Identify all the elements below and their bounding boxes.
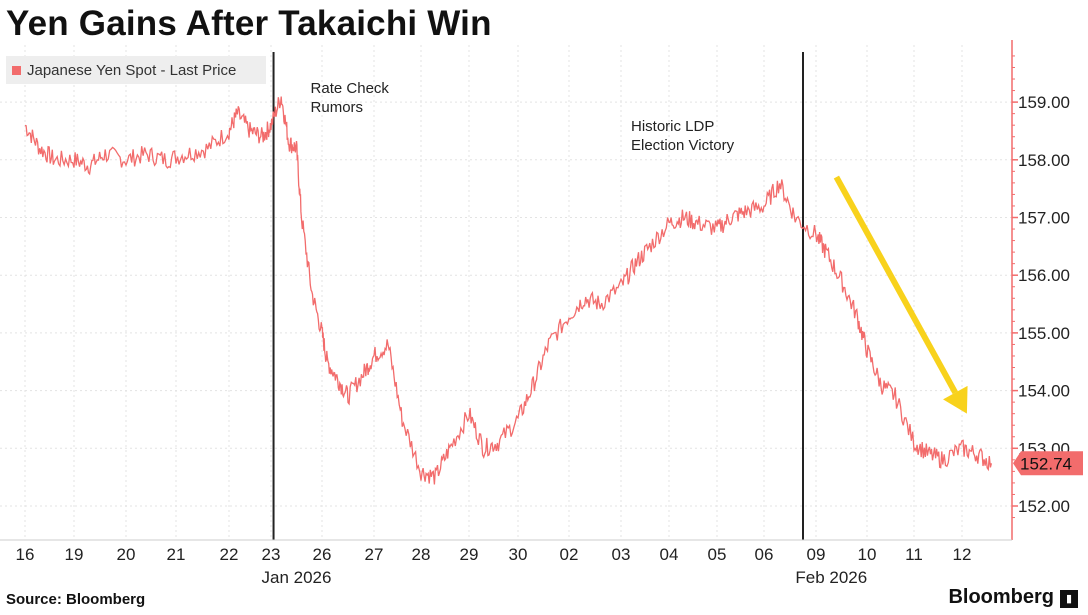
x-tick-label: 12 [953,545,972,564]
x-axis: 16 19 20 21 22 23 26 27 28 29 30 02 03 04 05 06 09 10 11 12… [0,539,1012,587]
event-annotation-rate-check: Rate Check Rumors [311,79,389,117]
last-price-flag [1013,451,1083,476]
event-annotation-line2: Rumors [310,99,364,116]
x-tick-label: 23 [262,545,281,564]
event-annotation-ldp-victory: Historic LDP Election Victory [631,117,734,155]
x-tick-label: 20 [117,545,136,564]
y-tick-label: 155.00 [1018,324,1070,343]
x-tick-label: 11 [905,545,923,564]
x-month-label: Feb 2026 [795,568,867,587]
x-tick-label: 03 [612,545,631,564]
legend-label: Japanese Yen Spot - Last Price [27,61,237,79]
trend-arrow-head [943,385,968,414]
x-tick-label: 21 [167,545,186,564]
arrow-layer [833,175,968,414]
x-tick-label: 09 [807,545,826,564]
x-tick-label: 19 [65,545,84,564]
series-line-japanese-yen-spot [24,96,993,485]
y-tick-label: 157.00 [1018,209,1070,228]
y-tick-label: 152.00 [1018,497,1070,516]
chart-title: Yen Gains After Takaichi Win [6,4,492,43]
x-tick-label: 27 [365,545,384,564]
y-tick-label: 159.00 [1018,93,1070,112]
y-axis: 152.00153.00154.00155.00156.00157.00158.… [1011,40,1083,540]
y-tick-label: 158.00 [1018,151,1070,170]
series-layer [24,96,993,485]
x-tick-label: 10 [858,545,877,564]
trend-arrow-shaft [833,175,958,395]
x-tick-label: 26 [313,545,332,564]
grid-layer [0,45,1012,538]
legend: Japanese Yen Spot - Last Price [6,56,266,84]
last-price-label: 152.74 [1020,454,1072,473]
x-tick-label: 05 [708,545,727,564]
x-tick-label: 04 [660,545,679,564]
events-layer [272,52,804,540]
y-tick-label: 156.00 [1018,266,1070,285]
x-tick-label: 28 [412,545,431,564]
legend-swatch [12,65,21,75]
source-note: Source: Bloomberg [6,591,146,608]
x-tick-label: 02 [560,545,579,564]
event-annotation-line2: Election Victory [631,137,735,154]
event-annotation-line1: Rate Check [310,80,389,97]
brand-logo-icon: ▮ [1060,590,1078,608]
x-month-label: Jan 2026 [262,568,332,587]
x-tick-label: 29 [460,545,479,564]
x-tick-label: 06 [755,545,774,564]
x-tick-label: 30 [509,545,528,564]
brand-wordmark: Bloomberg [948,586,1054,608]
x-tick-label: 22 [220,545,239,564]
event-annotation-line1: Historic LDP [631,118,715,135]
y-tick-label: 154.00 [1018,382,1070,401]
x-tick-label: 16 [16,545,35,564]
